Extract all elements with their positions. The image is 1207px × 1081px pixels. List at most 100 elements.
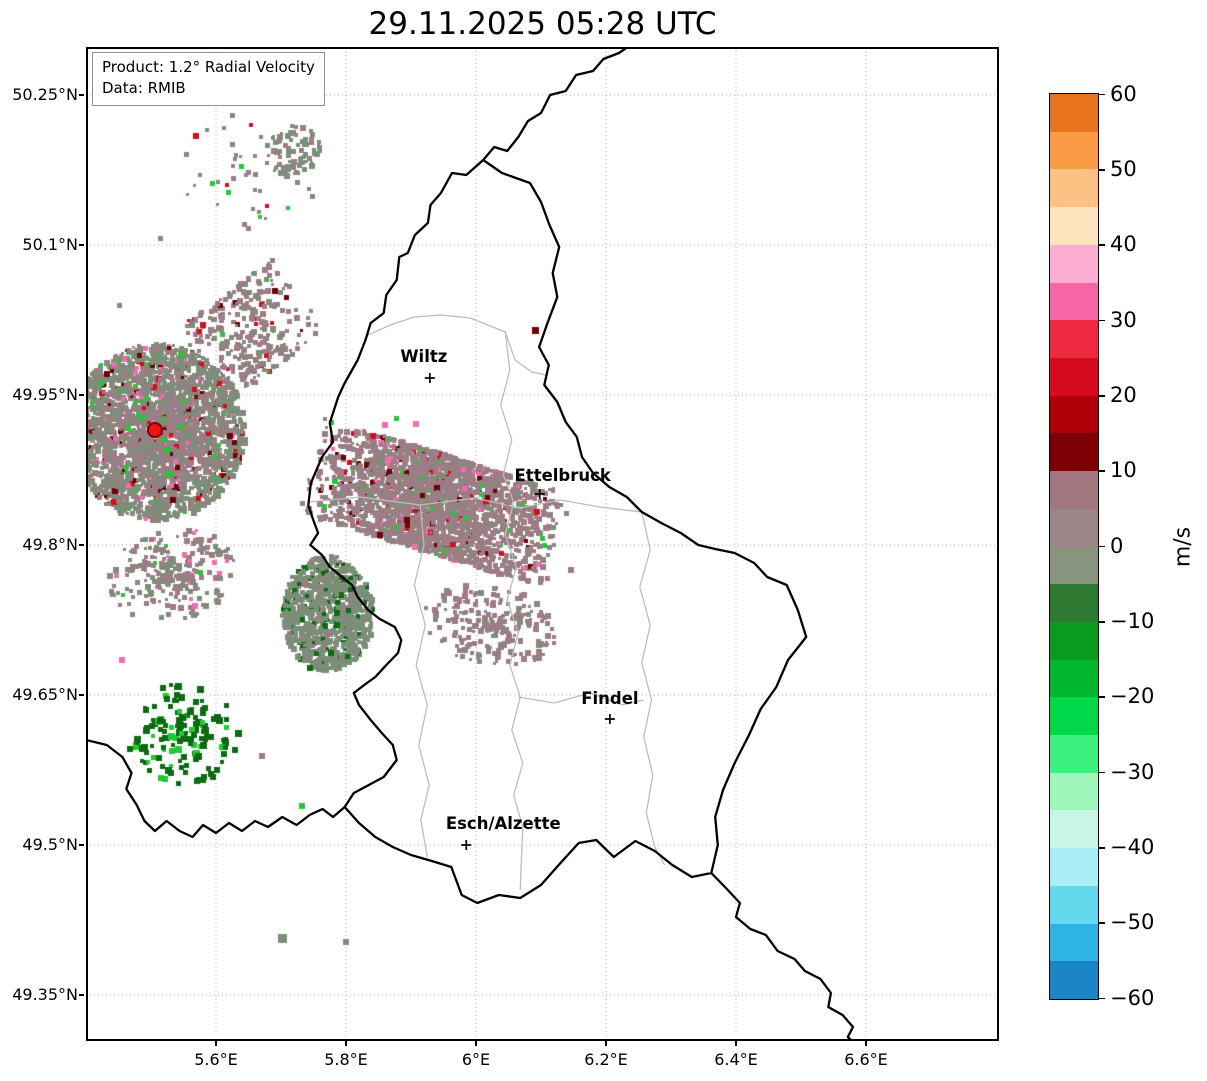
colorbar-tick-label: 10 xyxy=(1110,458,1137,483)
x-tick-label: 6.4°E xyxy=(714,1050,758,1069)
city-marker xyxy=(534,489,545,499)
x-tick-label: 6°E xyxy=(461,1050,491,1069)
city-label: Wiltz xyxy=(400,347,447,366)
data-source-label: Data: RMIB xyxy=(102,79,186,98)
colorbar-tick-label: −10 xyxy=(1110,608,1155,633)
colorbar-segment xyxy=(1050,546,1098,585)
y-tick-mark xyxy=(79,994,84,996)
district-border xyxy=(639,511,666,866)
colorbar-tick-label: −30 xyxy=(1110,759,1155,784)
colorbar-tick-mark xyxy=(1099,847,1105,849)
plot-title: 29.11.2025 05:28 UTC xyxy=(368,6,717,42)
colorbar-tick-mark xyxy=(1099,395,1105,397)
district-border xyxy=(367,314,546,376)
x-tick-label: 6.2°E xyxy=(584,1050,628,1069)
y-tick-label: 49.95°N xyxy=(12,385,78,404)
y-tick-label: 49.65°N xyxy=(12,685,78,704)
y-tick-label: 50.25°N xyxy=(12,85,78,104)
colorbar-segment xyxy=(1050,923,1098,962)
colorbar-segment xyxy=(1050,584,1098,623)
colorbar-segment xyxy=(1050,169,1098,208)
city-marker xyxy=(461,840,472,850)
city-marker xyxy=(604,714,615,724)
colorbar-tick-label: −60 xyxy=(1110,985,1155,1010)
colorbar-segment xyxy=(1050,772,1098,811)
product-label: Product: 1.2° Radial Velocity xyxy=(102,58,315,76)
y-tick-label: 50.1°N xyxy=(22,235,78,254)
district-border xyxy=(518,692,644,706)
colorbar-segment xyxy=(1050,395,1098,434)
colorbar-tick-mark xyxy=(1099,997,1105,1000)
colorbar-tick-label: 50 xyxy=(1110,156,1137,181)
y-tick-label: 49.35°N xyxy=(12,985,78,1004)
y-tick-mark xyxy=(79,244,84,246)
colorbar xyxy=(1049,93,1099,1000)
radar-echo-layer xyxy=(86,47,999,1041)
colorbar-segment xyxy=(1050,433,1098,472)
colorbar-segment xyxy=(1050,735,1098,774)
city-marker xyxy=(424,373,435,383)
colorbar-segment xyxy=(1050,282,1098,321)
colorbar-tick-mark xyxy=(1099,545,1105,548)
x-tick-mark xyxy=(735,1041,737,1046)
y-tick-label: 49.8°N xyxy=(22,535,78,554)
district-border xyxy=(308,496,642,513)
colorbar-tick-label: 30 xyxy=(1110,307,1137,332)
colorbar-segment xyxy=(1050,885,1098,925)
y-tick-mark xyxy=(79,844,84,846)
colorbar-tick-mark xyxy=(1099,244,1105,246)
map-borders-layer: Wiltz Ettelbruck Findel Esch/Alzette xyxy=(86,47,999,1041)
colorbar-tick-mark xyxy=(1099,470,1105,472)
city-label: Ettelbruck xyxy=(515,466,612,485)
colorbar-segment xyxy=(1050,244,1098,283)
colorbar-tick-label: 0 xyxy=(1110,533,1124,558)
x-tick-label: 5.8°E xyxy=(324,1050,368,1069)
colorbar-segment xyxy=(1050,697,1098,736)
x-tick-mark xyxy=(865,1041,867,1046)
colorbar-segment xyxy=(1050,848,1098,887)
colorbar-segment xyxy=(1050,810,1098,849)
country-border-belgium-germany xyxy=(482,47,630,162)
colorbar-segment xyxy=(1050,659,1098,698)
country-border-luxembourg xyxy=(307,159,808,905)
country-border-france-germany xyxy=(710,871,855,1041)
product-annotation-box: Product: 1.2° Radial Velocity Data: RMIB xyxy=(92,52,325,106)
y-tick-mark xyxy=(79,544,84,546)
map-plot-area: Wiltz Ettelbruck Findel Esch/Alzette Produc… xyxy=(86,47,999,1041)
colorbar-segment xyxy=(1050,94,1098,133)
city-label: Esch/Alzette xyxy=(446,814,561,833)
radar-site-marker xyxy=(146,422,163,438)
colorbar-tick-mark xyxy=(1099,621,1105,623)
colorbar-segment xyxy=(1050,207,1098,246)
colorbar-segment xyxy=(1050,508,1098,547)
x-tick-mark xyxy=(345,1041,347,1046)
city-label: Findel xyxy=(581,689,638,708)
x-tick-label: 5.6°E xyxy=(194,1050,238,1069)
colorbar-tick-mark xyxy=(1099,771,1105,774)
colorbar-segment xyxy=(1050,131,1098,170)
colorbar-tick-label: −20 xyxy=(1110,684,1155,709)
colorbar-gradient xyxy=(1050,94,1098,999)
colorbar-tick-label: 20 xyxy=(1110,382,1137,407)
x-tick-mark xyxy=(475,1041,477,1046)
x-tick-mark xyxy=(605,1041,607,1046)
colorbar-tick-label: 60 xyxy=(1110,81,1137,106)
x-tick-label: 6.6°E xyxy=(844,1050,888,1069)
district-border xyxy=(500,331,524,891)
colorbar-tick-mark xyxy=(1099,922,1105,924)
colorbar-tick-label: −50 xyxy=(1110,910,1155,935)
colorbar-segment xyxy=(1050,471,1098,510)
y-tick-mark xyxy=(79,394,84,396)
district-border xyxy=(413,504,430,858)
colorbar-tick-mark xyxy=(1099,93,1105,96)
colorbar-tick-label: −40 xyxy=(1110,834,1155,859)
plot-frame xyxy=(86,47,999,1041)
colorbar-unit-label: m/s xyxy=(1170,526,1196,568)
colorbar-tick-mark xyxy=(1099,696,1105,698)
y-tick-mark xyxy=(79,94,84,96)
colorbar-tick-label: 40 xyxy=(1110,232,1137,257)
colorbar-segment xyxy=(1050,621,1098,661)
country-border-belgium-france xyxy=(86,738,346,839)
x-tick-mark xyxy=(215,1041,217,1046)
